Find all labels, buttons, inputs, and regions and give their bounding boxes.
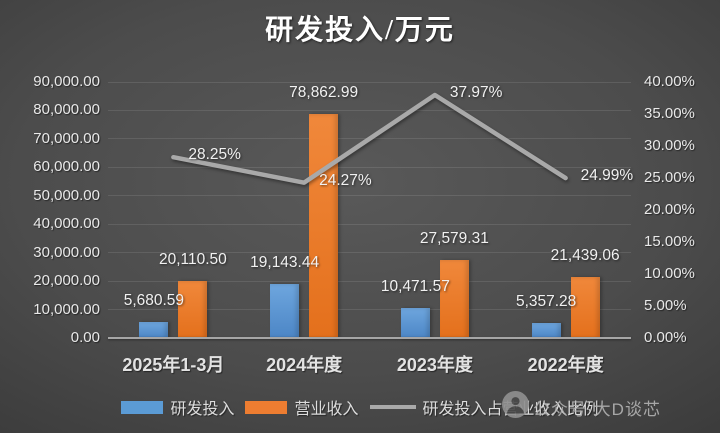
bar-value-label: 27,579.31 (419, 229, 489, 247)
y-axis-tick-right: 20.00% (644, 201, 695, 218)
bar-value-label: 19,143.44 (250, 253, 320, 271)
legend-item-revenue: 营业收入 (245, 395, 359, 419)
gridline (108, 138, 631, 140)
legend-swatch-revenue (245, 400, 288, 414)
legend-label-revenue: 营业收入 (294, 401, 359, 418)
gridline (108, 81, 631, 83)
bar-value-label: 5,680.59 (123, 291, 185, 309)
y-axis-tick-left: 90,000.00 (33, 73, 100, 90)
gridline (108, 252, 631, 254)
x-axis-label: 2022年度 (527, 355, 604, 375)
y-axis-tick-right: 5.00% (644, 297, 687, 314)
line-point-label: 37.97% (449, 83, 503, 101)
bar-value-label: 5,357.28 (515, 292, 577, 310)
y-axis-tick-left: 50,000.00 (33, 186, 100, 204)
chart-title: 研发投入/万元 (265, 15, 455, 46)
wechat-official-account-icon (502, 391, 529, 423)
y-axis-tick-left: 10,000.00 (33, 300, 100, 318)
y-axis-tick-left: 70,000.00 (33, 129, 100, 147)
y-axis-tick-right: 0.00% (644, 329, 687, 346)
line-point-label: 24.27% (319, 171, 372, 189)
bar-研发投入-2024年度 (270, 283, 300, 338)
watermark: 公众号·大D谈芯 (502, 391, 661, 423)
x-axis-label: 2023年度 (396, 355, 473, 375)
y-axis-tick-right: 30.00% (644, 137, 695, 154)
y-axis-tick-right: 40.00% (644, 73, 695, 90)
gridline (108, 223, 631, 225)
bar-研发投入-2023年度 (400, 308, 430, 338)
legend-label-rd-investment: 研发投入 (170, 401, 235, 418)
bar-研发投入-2025年1-3月 (139, 321, 169, 338)
bar-营业收入-2024年度 (309, 113, 339, 338)
y-axis-tick-right: 10.00% (644, 265, 695, 282)
y-axis-tick-right: 35.00% (644, 105, 695, 122)
bar-研发投入-2022年度 (531, 322, 561, 338)
y-axis-tick-left: 0.00 (70, 329, 100, 346)
line-point-label: 28.25% (188, 146, 241, 164)
gridline (108, 195, 631, 197)
x-axis-line (108, 337, 631, 339)
bar-value-label: 78,862.99 (289, 83, 359, 101)
y-axis-tick-left: 80,000.00 (33, 101, 100, 119)
y-axis-tick-right: 25.00% (644, 169, 695, 186)
legend-swatch-rd-investment (121, 400, 164, 414)
line-point-label: 24.99% (580, 167, 634, 185)
y-axis-tick-left: 60,000.00 (33, 158, 100, 176)
y-axis-tick-right: 15.00% (644, 233, 695, 250)
y-axis-tick-left: 40,000.00 (33, 215, 100, 233)
bar-营业收入-2022年度 (570, 277, 600, 338)
y-axis-tick-left: 20,000.00 (33, 272, 100, 290)
bar-value-label: 20,110.50 (158, 250, 227, 268)
x-axis-label: 2025年1-3月 (122, 355, 225, 375)
gridline (108, 309, 631, 311)
bar-营业收入-2025年1-3月 (178, 280, 208, 338)
legend-swatch-ratio-line (369, 405, 416, 409)
bar-value-label: 10,471.57 (380, 278, 450, 296)
x-axis-label: 2024年度 (266, 355, 343, 375)
bar-营业收入-2023年度 (439, 259, 469, 338)
bar-value-label: 21,439.06 (550, 247, 620, 265)
gridline (108, 166, 631, 168)
y-axis-tick-left: 30,000.00 (33, 243, 100, 261)
legend-item-rd-investment: 研发投入 (121, 395, 234, 419)
gridline (108, 280, 631, 282)
watermark-text: 公众号·大D谈芯 (533, 399, 661, 419)
gridline (108, 109, 631, 111)
